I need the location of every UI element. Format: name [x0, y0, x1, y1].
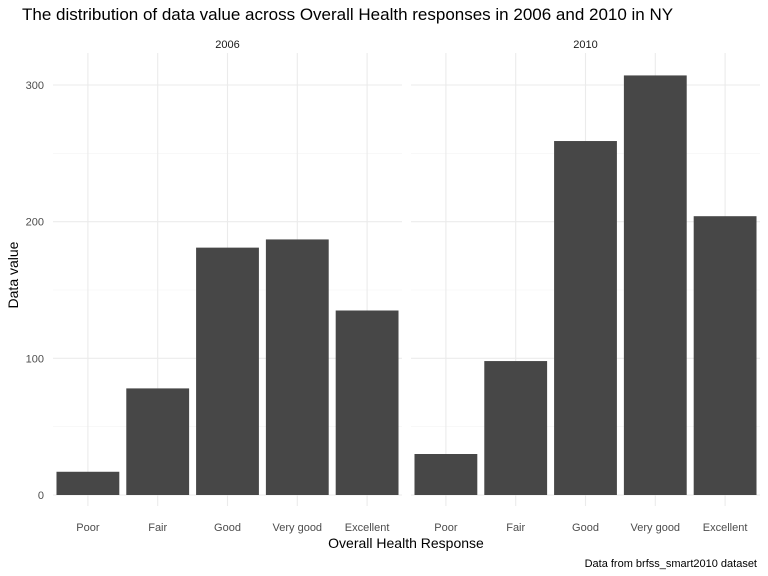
bar-2010-fair	[484, 361, 548, 495]
bar-2010-good	[554, 141, 617, 496]
chart-caption: Data from brfss_smart2010 dataset	[585, 558, 757, 570]
x-tick-label: Very good	[273, 522, 323, 534]
bar-2010-poor	[414, 454, 478, 495]
y-tick-label: 100	[26, 353, 44, 365]
y-tick-label: 200	[26, 217, 44, 229]
x-tick-label: Fair	[506, 522, 525, 534]
facet-panel-2010: Poor Fair Good Very good Excellent 2010	[411, 39, 760, 534]
x-tick-label: Good	[572, 522, 599, 534]
bar-2006-very-good	[265, 239, 329, 495]
x-tick-label: Excellent	[703, 522, 748, 534]
y-axis-title: Data value	[5, 241, 21, 308]
x-axis-title: Overall Health Response	[328, 535, 484, 551]
bar-2010-excellent	[693, 216, 757, 495]
facet-label-2010: 2010	[573, 39, 597, 51]
bar-2006-good	[196, 247, 259, 495]
bar-2010-very-good	[623, 75, 687, 495]
bar-2006-fair	[126, 388, 190, 495]
y-tick-label: 300	[26, 80, 44, 92]
x-tick-label: Poor	[434, 522, 458, 534]
facet-panel-2006: Poor Fair Good Very good Excellent 2006	[53, 39, 402, 534]
y-tick-label: 0	[38, 490, 44, 502]
bar-2006-poor	[56, 471, 120, 495]
bar-2006-excellent	[335, 310, 399, 495]
x-tick-label: Poor	[76, 522, 100, 534]
facet-label-2006: 2006	[215, 39, 239, 51]
x-tick-label: Fair	[148, 522, 167, 534]
chart-title: The distribution of data value across Ov…	[22, 5, 673, 24]
x-tick-label: Very good	[631, 522, 681, 534]
x-tick-label: Excellent	[345, 522, 390, 534]
x-tick-label: Good	[214, 522, 241, 534]
